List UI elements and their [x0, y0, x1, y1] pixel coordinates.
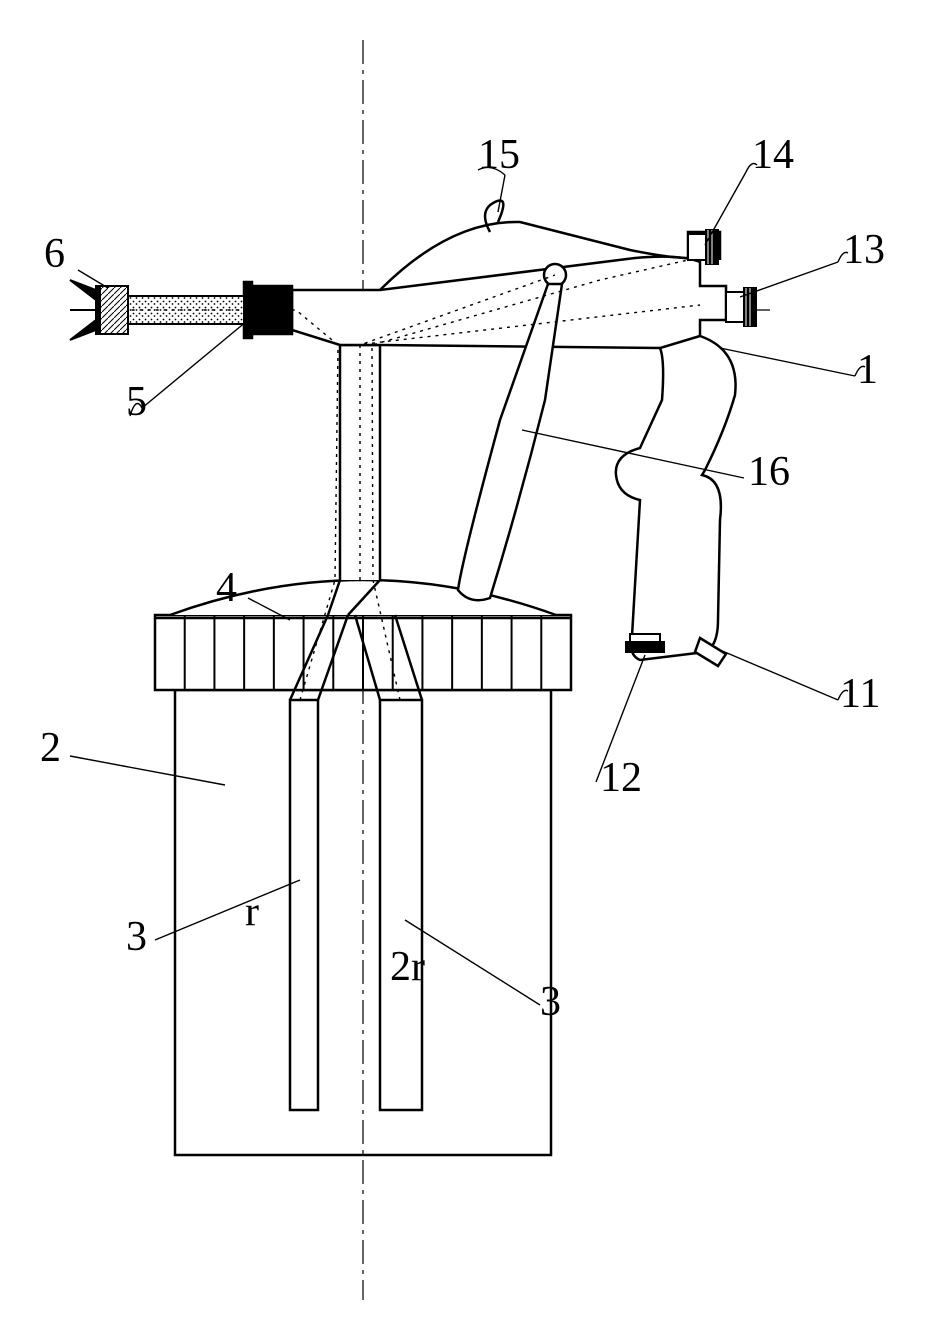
leader-ld14: [705, 172, 746, 245]
label-l11: 11: [840, 670, 880, 718]
label-l6: 6: [44, 230, 65, 278]
label-l12: 12: [600, 754, 642, 802]
label-r: r: [245, 888, 259, 936]
leader-ld2: [70, 756, 225, 785]
knob-13: [726, 288, 756, 326]
leader-ld11: [720, 650, 838, 700]
leader-ld5: [142, 316, 253, 408]
mix-shaft: [128, 296, 244, 324]
gun-body-front: [292, 257, 726, 348]
leader-ld13: [740, 262, 838, 297]
label-l3b: 3: [540, 978, 561, 1026]
knob-14: [688, 230, 718, 264]
leader-ld3b: [405, 920, 540, 1005]
knob-12: [626, 634, 664, 652]
label-l16: 16: [748, 448, 790, 496]
label-r2: 2r: [390, 943, 425, 991]
leader-ld3a: [155, 880, 300, 940]
label-l3a: 3: [126, 913, 147, 961]
spray-gun-diagram: [0, 0, 926, 1336]
label-l14: 14: [752, 131, 794, 179]
label-l5: 5: [126, 378, 147, 426]
label-l2: 2: [40, 724, 61, 772]
label-l15: 15: [478, 131, 520, 179]
label-l1: 1: [857, 346, 878, 394]
label-l4: 4: [216, 564, 237, 612]
label-l13: 13: [843, 226, 885, 274]
riser-tube: [340, 345, 380, 580]
hook: [485, 201, 503, 232]
leader-ld1: [720, 348, 855, 376]
grip: [616, 336, 736, 666]
nozzle-cap: [70, 280, 128, 340]
